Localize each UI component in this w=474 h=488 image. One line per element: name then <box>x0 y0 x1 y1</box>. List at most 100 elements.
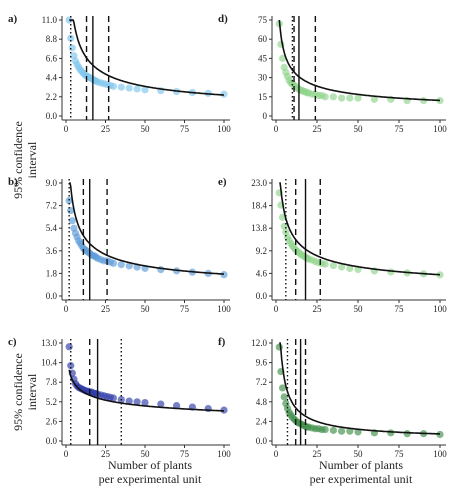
y-tick-label: 45 <box>258 53 268 63</box>
data-point <box>157 266 165 274</box>
x-tick-label: 100 <box>217 304 231 314</box>
data-point <box>133 398 141 406</box>
data-point <box>109 259 117 267</box>
y-tick-label: 9.0 <box>46 178 58 188</box>
panels: a) 0.0 2.2 4.4 6.6 8.8 11.0 0 25 50 75 100 d) 0 15 30 45… <box>8 13 447 459</box>
data-point <box>68 44 76 52</box>
panel-label: b) <box>8 176 18 188</box>
x-tick-label: 100 <box>433 124 447 134</box>
data-point <box>321 93 329 101</box>
x-tick-label: 75 <box>395 304 405 314</box>
panel-label: c) <box>8 336 17 348</box>
y-tick-label: 13.0 <box>41 338 57 348</box>
x-tick-label: 0 <box>274 304 279 314</box>
x-tick-label: 25 <box>101 304 111 314</box>
x-tick-label: 0 <box>274 124 279 134</box>
y-tick-label: 7.2 <box>46 201 57 211</box>
data-point <box>338 427 346 435</box>
data-point <box>280 393 288 401</box>
y-tick-label: 11.0 <box>42 15 58 25</box>
y-tick-label: 15 <box>258 92 268 102</box>
data-point <box>125 84 133 92</box>
y-tick-label: 4.6 <box>256 268 268 278</box>
x-tick-label: 75 <box>180 449 190 459</box>
fit-curve <box>279 342 440 435</box>
panel-e: e) 0.0 4.6 9.2 13.8 18.4 23.0 0 25 50 75 100 <box>218 176 447 314</box>
fit-curve <box>278 19 440 102</box>
data-point <box>321 260 329 268</box>
x-tick-label: 75 <box>180 124 190 134</box>
y-tick-label: 0.0 <box>46 111 58 121</box>
data-point <box>220 406 228 414</box>
data-point <box>329 261 337 270</box>
x-tick-label: 0 <box>64 124 69 134</box>
data-point <box>321 425 329 434</box>
panel-f: f) 0.0 2.4 4.8 7.2 9.6 12.0 0 25 50 75 100 <box>218 336 447 459</box>
data-point <box>133 85 141 93</box>
x-tick-label: 50 <box>141 304 151 314</box>
x-tick-label: 75 <box>395 449 405 459</box>
data-point <box>346 94 354 102</box>
x-axis-title-line2-right: per experimental unit <box>310 472 413 486</box>
data-point <box>125 397 133 405</box>
x-tick-label: 50 <box>354 304 364 314</box>
data-point <box>204 404 212 413</box>
x-tick-label: 100 <box>217 124 231 134</box>
data-point <box>354 94 362 102</box>
y-tick-label: 7.8 <box>46 377 58 387</box>
y-tick-label: 6.6 <box>46 53 58 63</box>
x-tick-label: 100 <box>433 304 447 314</box>
x-tick-label: 50 <box>354 124 364 134</box>
y-tick-label: 7.2 <box>256 377 267 387</box>
panel-d: d) 0 15 30 45 60 75 0 25 50 75 100 <box>218 13 447 134</box>
x-axis-title-line2-left: per experimental unit <box>99 472 202 486</box>
data-point <box>420 97 428 105</box>
x-tick-label: 25 <box>313 449 323 459</box>
y-tick-label: 4.4 <box>46 73 58 83</box>
y-tick-label: 5.2 <box>46 397 57 407</box>
data-point <box>370 95 378 103</box>
x-tick-label: 100 <box>433 449 447 459</box>
data-point <box>141 86 149 94</box>
data-point <box>117 83 125 91</box>
data-point <box>125 262 133 270</box>
x-tick-label: 25 <box>101 124 111 134</box>
panel-label: d) <box>218 13 228 25</box>
data-point <box>68 217 76 225</box>
y-tick-label: 12.0 <box>251 338 267 348</box>
panel-label: e) <box>218 176 227 188</box>
data-point <box>329 426 337 434</box>
panel-label: f) <box>218 336 226 348</box>
y-tick-label: 9.6 <box>256 358 268 368</box>
y-tick-label: 75 <box>258 15 268 25</box>
panel-a: a) 0.0 2.2 4.4 6.6 8.8 11.0 0 25 50 75 100 <box>8 13 231 134</box>
data-point <box>109 82 117 90</box>
fit-curve <box>279 182 440 276</box>
y-tick-label: 2.6 <box>46 416 58 426</box>
data-point <box>67 362 75 370</box>
y-tick-label: 60 <box>258 34 268 44</box>
data-point <box>278 54 287 63</box>
x-tick-label: 75 <box>395 124 405 134</box>
y-tick-label: 13.8 <box>251 223 267 233</box>
x-tick-label: 50 <box>141 449 151 459</box>
x-tick-label: 50 <box>141 124 151 134</box>
data-point <box>275 343 283 351</box>
data-point <box>338 94 346 102</box>
panel-label: a) <box>8 13 18 25</box>
x-axis-title-line1-left: Number of plants <box>108 458 192 472</box>
y-tick-label: 23.0 <box>251 178 267 188</box>
data-point <box>65 343 73 351</box>
data-point <box>173 401 181 410</box>
y-tick-label: 4.8 <box>256 397 268 407</box>
data-point <box>220 90 228 98</box>
y-tick-label: 1.8 <box>46 268 58 278</box>
fit-curve <box>69 19 225 96</box>
y-tick-label: 2.2 <box>46 92 57 102</box>
x-tick-label: 75 <box>180 304 190 314</box>
y-axis-title-line1: 95% confidence <box>11 121 25 199</box>
y-tick-label: 18.4 <box>251 201 267 211</box>
y-tick-label: 9.2 <box>256 246 267 256</box>
x-tick-label: 0 <box>64 304 69 314</box>
